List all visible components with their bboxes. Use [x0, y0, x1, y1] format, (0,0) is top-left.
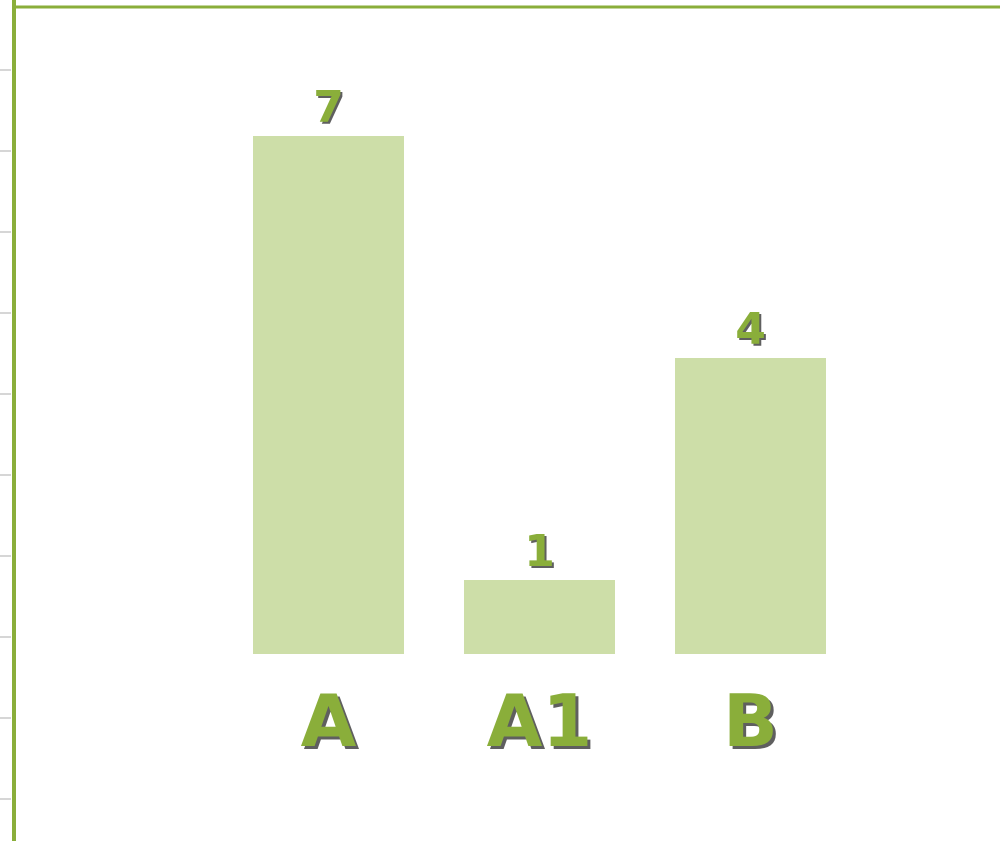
category-label-b: B [723, 679, 778, 763]
bar-a [253, 136, 404, 654]
data-label-shadow-a: 7 [315, 84, 346, 135]
bars-layer [253, 136, 826, 654]
category-label-shadow-a: A [304, 682, 360, 766]
bar-a1 [464, 580, 615, 654]
data-label-shadow-a1: 1 [526, 528, 557, 579]
category-label-a1: A1 [487, 679, 593, 763]
bar-b [675, 358, 826, 654]
data-label-shadow-b: 4 [737, 306, 768, 357]
data-label-a: 7 [313, 82, 344, 133]
data-label-a1: 1 [524, 526, 555, 577]
data-label-b: 4 [735, 304, 766, 355]
category-label-shadow-b: B [726, 682, 781, 766]
category-label-shadow-a1: A1 [490, 682, 596, 766]
category-label-a: A [301, 679, 357, 763]
